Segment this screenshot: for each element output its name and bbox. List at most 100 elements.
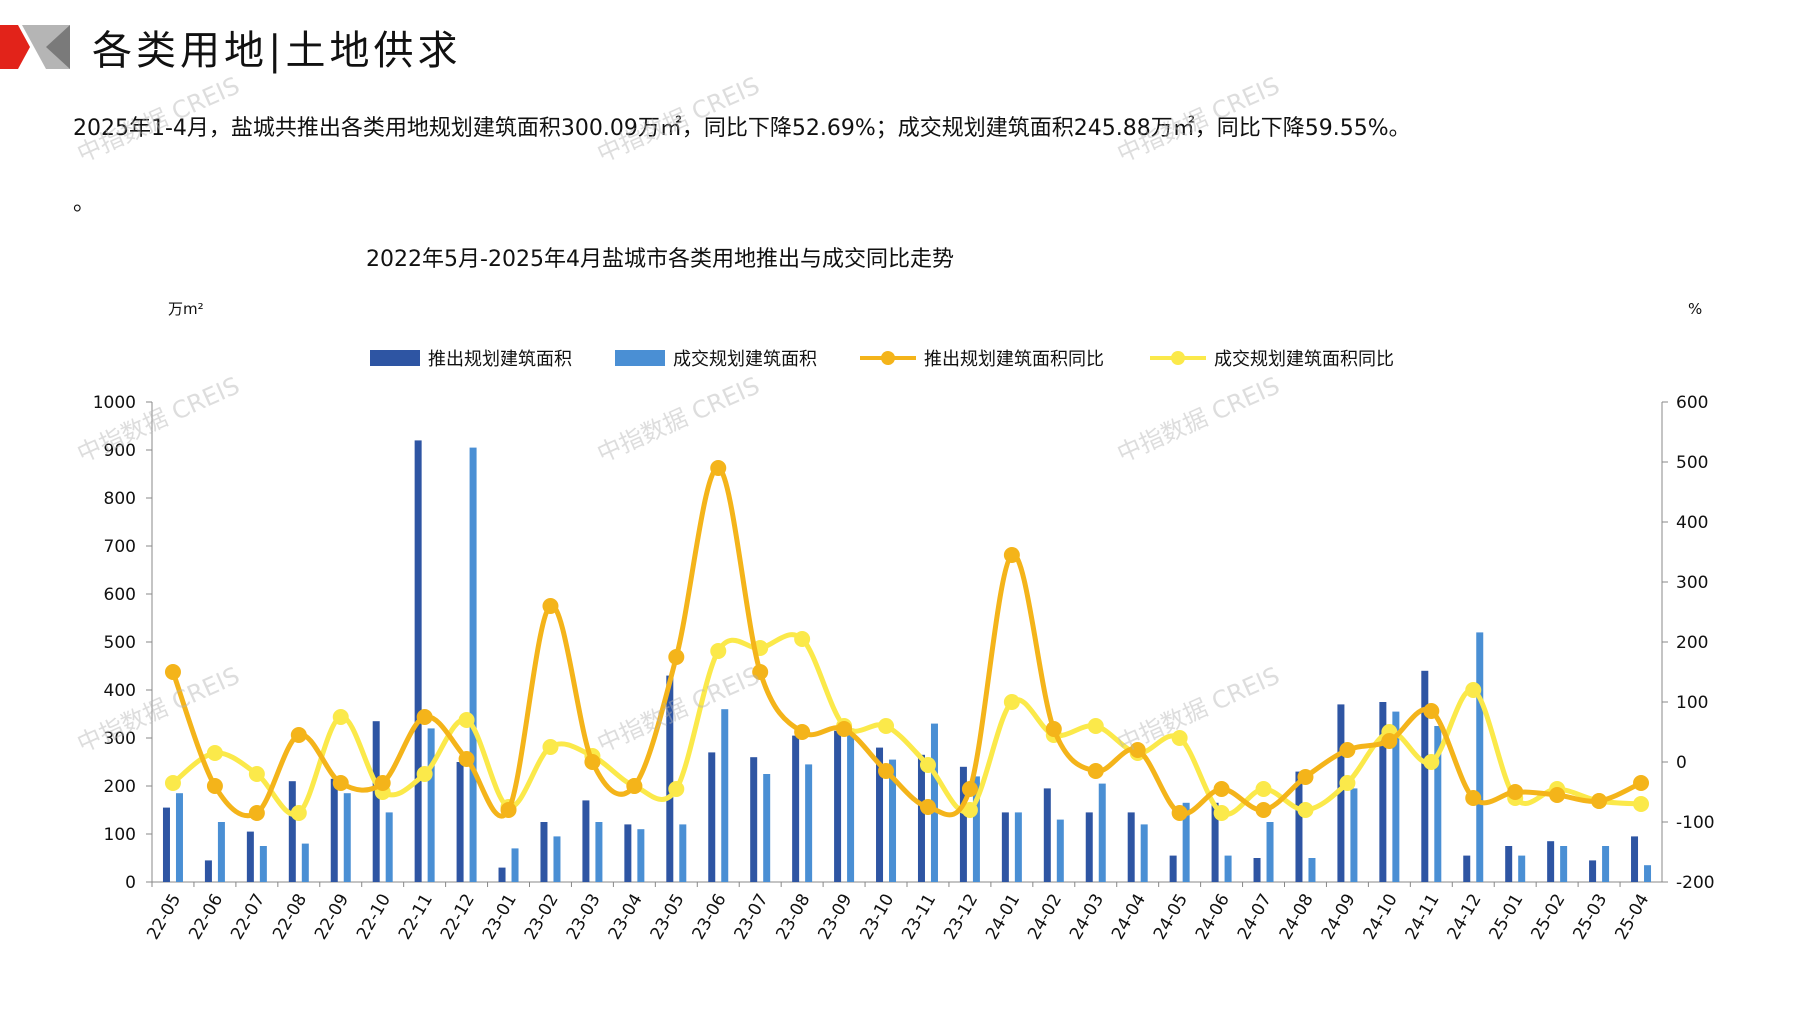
point-supply-yoy [1549, 787, 1566, 803]
y-right-tick-label: 500 [1676, 453, 1708, 473]
x-tick-label: 24-08 [1276, 891, 1318, 944]
y-left-unit: 万m² [168, 300, 204, 318]
x-tick-label: 24-10 [1360, 891, 1402, 944]
point-supply-yoy [1507, 784, 1524, 800]
page-title: 各类用地|土地供求 [92, 28, 462, 74]
line-deal-yoy [171, 632, 1642, 817]
corner-logo-mark [0, 25, 70, 69]
point-supply-yoy [1339, 742, 1356, 758]
bar-deal [679, 824, 687, 882]
bar-supply [792, 735, 800, 882]
bar-deal [1392, 711, 1400, 882]
bar-deal [972, 776, 980, 882]
y-left-tick-label: 700 [104, 537, 136, 557]
bar-supply [1001, 812, 1009, 882]
bar-supply [1169, 855, 1177, 882]
x-tick-label: 25-01 [1486, 891, 1528, 944]
point-deal-yoy [794, 631, 811, 647]
bar-deal [1056, 819, 1064, 882]
y-left-tick-label: 900 [104, 441, 136, 461]
point-deal-yoy [164, 775, 181, 791]
bar-supply [288, 781, 296, 882]
bar-supply [708, 752, 716, 882]
bar-supply [1085, 812, 1093, 882]
y-left-tick-label: 0 [125, 873, 136, 893]
bar-deal [1182, 802, 1190, 882]
bar-deal [259, 846, 267, 882]
bar-supply [666, 675, 674, 882]
y-right-tick-label: 400 [1676, 513, 1708, 533]
x-tick-label: 25-03 [1569, 891, 1611, 944]
x-tick-label: 23-12 [940, 891, 982, 944]
bar-supply [162, 807, 170, 882]
y-right-tick-label: 300 [1676, 573, 1708, 593]
y-right-unit: % [1688, 300, 1702, 318]
bar-supply [540, 822, 548, 882]
point-supply-yoy [1255, 802, 1272, 818]
y-left-tick-label: 500 [104, 633, 136, 653]
bar-supply [750, 757, 758, 882]
point-supply-yoy [416, 709, 433, 725]
line-supply-yoy [170, 465, 1643, 819]
point-supply-yoy [1465, 790, 1482, 806]
y-right-tick-label: -100 [1676, 813, 1715, 833]
bar-deal [1434, 726, 1442, 882]
point-supply-yoy [836, 721, 853, 737]
y-left-tick-label: 100 [104, 825, 136, 845]
point-deal-yoy [1297, 802, 1314, 818]
bar-supply [834, 730, 842, 882]
y-left-tick-label: 1000 [93, 393, 136, 413]
point-deal-yoy [1339, 775, 1356, 791]
y-left-tick-label: 600 [104, 585, 136, 605]
bar-supply [246, 831, 254, 882]
point-deal-yoy [458, 712, 475, 728]
bar-supply [917, 754, 925, 882]
legend-label-0: 推出规划建筑面积 [428, 349, 572, 370]
point-deal-yoy [1087, 718, 1104, 734]
x-tick-label: 23-01 [479, 891, 521, 944]
legend-label-1: 成交规划建筑面积 [673, 349, 817, 370]
legend: 推出规划建筑面积 成交规划建筑面积 推出规划建筑面积同比 成交规划建筑面积同比 [370, 349, 1394, 370]
x-tick-label: 23-11 [898, 891, 940, 944]
bar-supply [1211, 802, 1219, 882]
point-supply-yoy [1297, 769, 1314, 785]
x-tick-label: 22-11 [395, 891, 437, 944]
point-deal-yoy [416, 766, 433, 782]
x-tick-label: 23-07 [731, 891, 773, 944]
point-supply-yoy [919, 799, 936, 815]
point-deal-yoy [961, 802, 978, 818]
legend-label-3: 成交规划建筑面积同比 [1214, 349, 1394, 370]
point-deal-yoy [542, 739, 559, 755]
x-tick-label: 24-11 [1402, 891, 1444, 944]
point-supply-yoy [248, 805, 265, 821]
x-tick-label: 24-06 [1192, 891, 1234, 944]
bars [162, 440, 1652, 882]
legend-label-2: 推出规划建筑面积同比 [924, 349, 1104, 370]
bar-deal [1560, 846, 1568, 882]
point-deal-yoy [1003, 694, 1020, 710]
point-supply-yoy [206, 778, 223, 794]
point-supply-yoy [878, 763, 895, 779]
y-right-tick-label: 0 [1676, 753, 1687, 773]
point-deal-yoy [1633, 796, 1650, 812]
point-supply-yoy [458, 751, 475, 767]
bar-deal [595, 822, 603, 882]
x-tick-label: 22-05 [143, 891, 185, 944]
point-deal-yoy [668, 781, 685, 797]
bar-supply [1379, 702, 1387, 882]
bar-deal [1644, 865, 1652, 882]
x-tick-label: 23-02 [521, 891, 563, 944]
bar-supply [624, 824, 632, 882]
x-tick-label: 23-04 [605, 891, 647, 944]
bar-supply [456, 762, 464, 882]
bar-supply [414, 440, 422, 882]
x-tick-label: 22-12 [437, 891, 479, 944]
lines [164, 460, 1650, 821]
bar-supply [498, 867, 506, 882]
point-supply-yoy [584, 754, 601, 770]
point-deal-yoy [248, 766, 265, 782]
bar-deal [1518, 855, 1526, 882]
y-right-tick-label: 200 [1676, 633, 1708, 653]
bar-deal [1266, 822, 1274, 882]
x-tick-label: 23-08 [772, 891, 814, 944]
